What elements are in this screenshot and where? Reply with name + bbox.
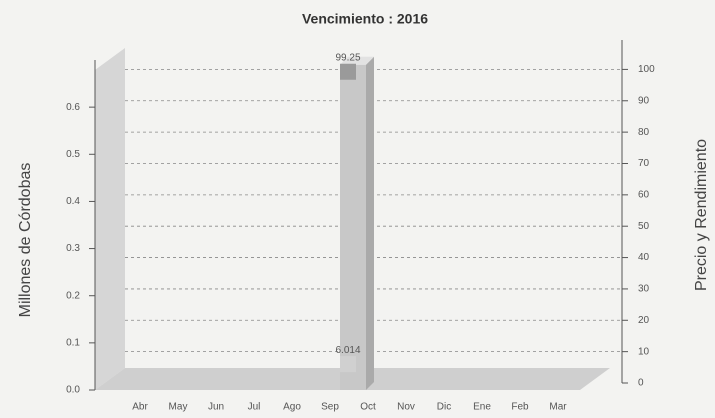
bar-top <box>340 56 374 65</box>
x-tick-label: Jun <box>208 402 224 413</box>
y2-tick-label: 10 <box>638 346 650 357</box>
y-tick-label: 0.6 <box>66 102 80 113</box>
y-tick-label: 0.0 <box>66 385 80 396</box>
x-tick-label: Abr <box>132 402 148 413</box>
y2-tick-label: 0 <box>638 378 644 389</box>
point <box>340 356 356 373</box>
x-tick-label: Ene <box>473 402 491 413</box>
bar <box>340 64 366 390</box>
y2-axis-label: Precio y Rendimiento <box>693 139 710 291</box>
x-tick-label: Sep <box>321 402 339 413</box>
y2-tick-label: 60 <box>638 189 650 200</box>
x-tick-label: May <box>169 402 188 413</box>
y-axis-label: Millones de Córdobas <box>17 163 34 318</box>
chart-title: Vencimiento : 2016 <box>302 11 428 27</box>
y-tick-label: 0.2 <box>66 290 80 301</box>
data-label: 99.25 <box>335 52 360 63</box>
point <box>340 63 356 80</box>
data-label: 6.014 <box>335 345 360 356</box>
y-tick-label: 0.3 <box>66 243 80 254</box>
y2-tick-label: 20 <box>638 315 650 326</box>
y-tick-label: 0.5 <box>66 149 80 160</box>
x-tick-label: Mar <box>549 402 567 413</box>
x-tick-label: Jul <box>248 402 261 413</box>
bar-side <box>366 56 374 390</box>
y2-tick-label: 100 <box>638 64 655 75</box>
y2-tick-label: 40 <box>638 252 650 263</box>
x-tick-label: Ago <box>283 402 301 413</box>
y-tick-label: 0.4 <box>66 196 80 207</box>
y2-tick-label: 30 <box>638 284 650 295</box>
y2-tick-label: 50 <box>638 221 650 232</box>
y2-tick-label: 90 <box>638 95 650 106</box>
x-tick-label: Nov <box>397 402 415 413</box>
x-tick-label: Feb <box>511 402 529 413</box>
y2-tick-label: 70 <box>638 158 650 169</box>
x-tick-label: Dic <box>437 402 451 413</box>
back-wall <box>95 48 125 390</box>
y-tick-label: 0.1 <box>66 337 80 348</box>
y2-tick-label: 80 <box>638 127 650 138</box>
x-tick-label: Oct <box>360 402 376 413</box>
